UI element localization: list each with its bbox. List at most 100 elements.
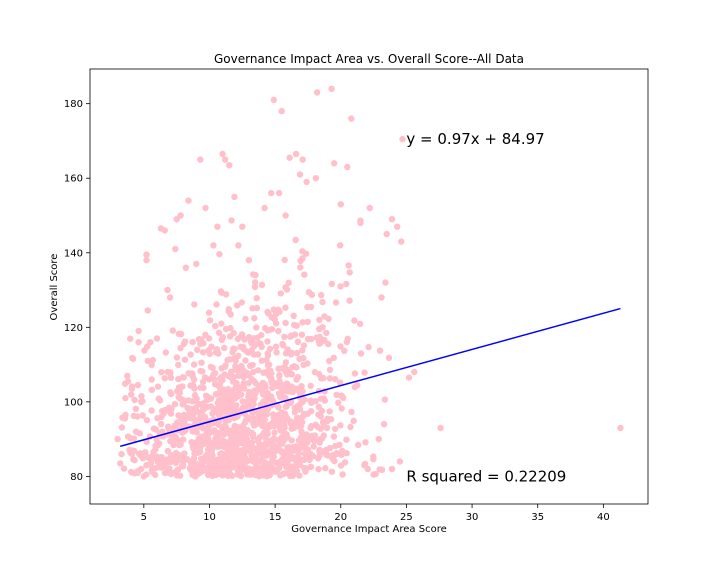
scatter-point <box>332 376 339 383</box>
y-tick-label: 140 <box>64 248 83 259</box>
scatter-point <box>179 462 186 470</box>
scatter-point <box>278 389 285 396</box>
scatter-point <box>316 448 323 455</box>
scatter-point <box>180 399 187 407</box>
scatter-point <box>143 257 150 264</box>
scatter-point <box>190 445 197 452</box>
scatter-point <box>129 354 136 362</box>
scatter-point <box>328 85 335 93</box>
scatter-point <box>210 441 217 448</box>
scatter-point <box>138 465 145 473</box>
scatter-point <box>277 435 284 442</box>
scatter-point <box>405 374 413 381</box>
scatter-point <box>199 378 207 386</box>
scatter-point <box>245 394 252 401</box>
scatter-point <box>291 404 299 412</box>
scatter-point <box>267 374 275 382</box>
scatter-point <box>348 408 355 416</box>
scatter-point <box>279 340 286 348</box>
scatter-point <box>310 443 317 450</box>
scatter-point <box>301 396 308 403</box>
scatter-point <box>261 444 269 451</box>
scatter-point <box>264 350 271 357</box>
scatter-point <box>304 439 311 446</box>
scatter-point <box>219 425 226 433</box>
scatter-point <box>175 361 182 369</box>
scatter-point <box>212 391 220 398</box>
scatter-point <box>177 344 184 352</box>
scatter-point <box>144 357 151 365</box>
scatter-point <box>185 197 192 204</box>
scatter-point <box>300 361 307 368</box>
scatter-point <box>255 438 262 445</box>
scatter-point <box>232 365 239 372</box>
scatter-point <box>236 425 243 433</box>
scatter-point <box>275 189 283 197</box>
scatter-point <box>217 467 224 475</box>
scatter-point <box>252 271 259 279</box>
scatter-point <box>270 435 278 442</box>
scatter-point <box>343 280 350 288</box>
scatter-point <box>320 374 327 382</box>
scatter-point <box>154 459 162 466</box>
scatter-point <box>222 325 230 333</box>
scatter-point <box>326 375 334 382</box>
scatter-point <box>205 309 213 316</box>
scatter-point <box>205 464 212 471</box>
scatter-point <box>218 320 225 327</box>
scatter-point <box>223 417 230 425</box>
scatter-point <box>154 415 161 422</box>
scatter-point <box>253 324 260 331</box>
line-layer <box>119 307 621 448</box>
scatter-point <box>122 394 129 402</box>
plot-frame <box>89 68 649 505</box>
scatter-point <box>282 394 289 402</box>
scatter-point <box>311 437 318 445</box>
scatter-point <box>261 459 269 466</box>
y-tick-label: 120 <box>64 323 83 334</box>
scatter-point <box>272 310 280 318</box>
scatter-point <box>222 156 229 163</box>
scatter-point <box>205 347 212 354</box>
scatter-point <box>323 329 330 337</box>
scatter-point <box>195 336 203 343</box>
scatter-point <box>240 425 247 433</box>
scatter-point <box>239 437 246 444</box>
scatter-point <box>338 392 345 399</box>
scatter-point <box>290 443 297 451</box>
scatter-point <box>121 415 129 422</box>
scatter-point <box>303 431 310 438</box>
scatter-point <box>237 385 244 392</box>
scatter-point <box>326 357 333 365</box>
scatter-point <box>222 455 229 462</box>
scatter-point <box>193 260 200 268</box>
scatter-point <box>170 436 177 443</box>
scatter-point <box>212 322 219 330</box>
scatter-point <box>325 452 332 459</box>
scatter-point <box>320 395 328 402</box>
scatter-point <box>239 223 246 230</box>
scatter-point <box>267 367 274 374</box>
scatter-point <box>221 344 228 352</box>
scatter-point <box>140 473 147 480</box>
scatter-point <box>147 339 154 346</box>
scatter-point <box>307 408 315 415</box>
scatter-point <box>206 317 214 324</box>
scatter-point <box>197 443 204 451</box>
scatter-point <box>357 219 364 227</box>
scatter-point <box>154 383 162 390</box>
scatter-point <box>281 256 288 264</box>
scatter-point <box>148 361 155 369</box>
scatter-point <box>173 472 181 479</box>
scatter-point <box>298 383 305 390</box>
scatter-point <box>138 398 145 406</box>
scatter-point <box>354 382 361 389</box>
scatter-point <box>244 471 251 478</box>
scatter-point <box>246 388 253 396</box>
scatter-point <box>176 452 184 459</box>
scatter-point <box>282 212 289 219</box>
scatter-point <box>187 351 194 358</box>
scatter-point <box>271 429 278 436</box>
scatter-point <box>301 450 308 458</box>
scatter-point <box>288 371 296 378</box>
